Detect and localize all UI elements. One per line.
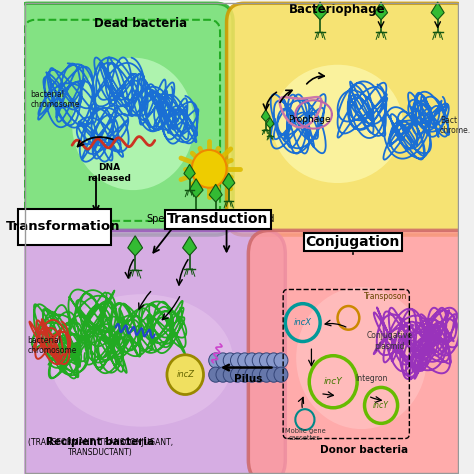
FancyBboxPatch shape	[24, 1, 459, 474]
FancyBboxPatch shape	[248, 230, 474, 474]
Text: incX: incX	[294, 318, 312, 327]
Circle shape	[259, 353, 273, 368]
Circle shape	[245, 367, 259, 382]
Ellipse shape	[50, 294, 233, 427]
Polygon shape	[314, 2, 327, 20]
Text: incZ: incZ	[176, 370, 194, 379]
Text: bacterial
chromosome: bacterial chromosome	[31, 90, 80, 109]
Text: Transformation: Transformation	[6, 220, 120, 233]
Polygon shape	[128, 236, 143, 256]
Text: bacterial
chromosome: bacterial chromosome	[27, 336, 77, 356]
Text: Conjugation: Conjugation	[306, 235, 400, 249]
Text: Bacteriophage: Bacteriophage	[289, 3, 386, 16]
Polygon shape	[189, 179, 203, 198]
Text: Bact.
chrome.: Bact. chrome.	[440, 116, 471, 136]
Circle shape	[223, 367, 237, 382]
Circle shape	[223, 353, 237, 368]
Text: DNA
released: DNA released	[87, 163, 131, 182]
Polygon shape	[374, 2, 388, 20]
Text: Transduction: Transduction	[167, 212, 269, 227]
Circle shape	[274, 353, 288, 368]
Text: Generalized: Generalized	[217, 214, 275, 224]
Text: incY: incY	[324, 377, 343, 386]
Circle shape	[245, 353, 259, 368]
Circle shape	[259, 367, 273, 382]
Circle shape	[230, 367, 245, 382]
Circle shape	[267, 367, 281, 382]
Circle shape	[238, 353, 252, 368]
Circle shape	[209, 367, 223, 382]
FancyBboxPatch shape	[18, 209, 111, 245]
Polygon shape	[184, 164, 195, 180]
Circle shape	[216, 367, 230, 382]
Polygon shape	[261, 109, 270, 121]
Circle shape	[230, 353, 245, 368]
Polygon shape	[266, 118, 274, 128]
Circle shape	[192, 150, 227, 188]
Circle shape	[274, 367, 288, 382]
Circle shape	[252, 353, 266, 368]
Ellipse shape	[272, 65, 403, 183]
Circle shape	[267, 353, 281, 368]
Text: Prophage: Prophage	[288, 115, 330, 124]
FancyBboxPatch shape	[5, 230, 285, 474]
Text: Specialized: Specialized	[147, 214, 202, 224]
Ellipse shape	[72, 58, 194, 190]
Polygon shape	[182, 237, 197, 255]
Text: Dead bacteria: Dead bacteria	[94, 17, 187, 30]
Polygon shape	[209, 184, 222, 202]
Text: Recipient bacteria: Recipient bacteria	[46, 437, 155, 447]
Circle shape	[209, 353, 223, 368]
Text: Conjugative
plasmid: Conjugative plasmid	[367, 331, 413, 351]
Text: (TRANSFORMANT, TRANSCONJUGANT,
TRANSDUCTANT): (TRANSFORMANT, TRANSCONJUGANT, TRANSDUCT…	[28, 438, 173, 457]
Polygon shape	[431, 2, 444, 20]
Text: Integron: Integron	[355, 374, 387, 383]
Polygon shape	[223, 173, 235, 190]
Circle shape	[238, 367, 252, 382]
Text: Transposon: Transposon	[364, 292, 407, 301]
FancyBboxPatch shape	[11, 3, 233, 235]
Circle shape	[216, 353, 230, 368]
Circle shape	[252, 367, 266, 382]
Text: Pilus: Pilus	[234, 374, 263, 384]
FancyBboxPatch shape	[227, 3, 473, 235]
Text: incY: incY	[373, 401, 389, 410]
Text: Mobile gene
cassettes: Mobile gene cassettes	[284, 428, 325, 441]
Text: Donor bacteria: Donor bacteria	[319, 445, 408, 455]
Circle shape	[167, 355, 203, 394]
Ellipse shape	[296, 287, 427, 429]
